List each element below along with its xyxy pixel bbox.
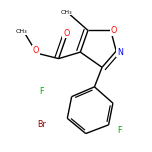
Text: F: F: [39, 87, 44, 96]
Text: CH₃: CH₃: [60, 10, 72, 15]
Text: O: O: [63, 29, 69, 38]
Text: N: N: [117, 48, 123, 57]
Text: F: F: [118, 126, 122, 135]
Text: CH₃: CH₃: [15, 29, 27, 34]
Text: Br: Br: [38, 120, 46, 129]
Text: O: O: [33, 46, 39, 55]
Text: O: O: [111, 26, 117, 35]
